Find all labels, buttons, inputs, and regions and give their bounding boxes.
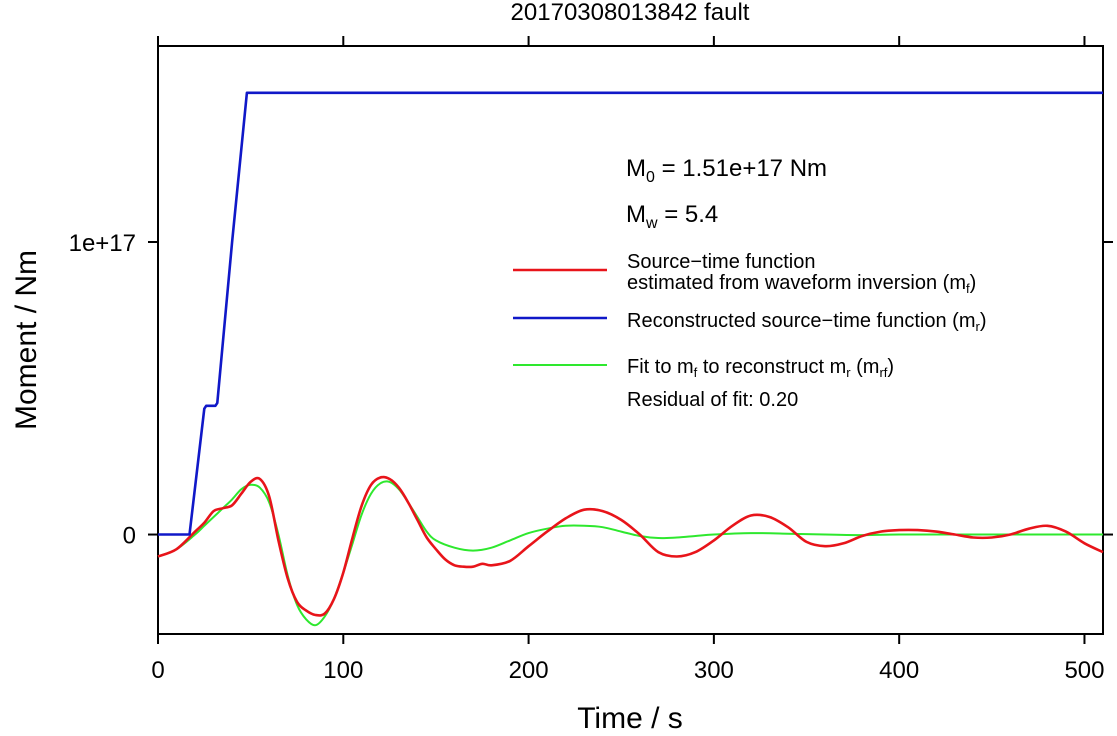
legend: Source−time function estimated from wave… xyxy=(513,251,987,411)
mw-annotation: Mw = 5.4 xyxy=(626,201,718,232)
x-tick-label: 400 xyxy=(879,657,919,684)
legend-label-mf-line1: Source−time function xyxy=(627,251,815,273)
series-line-mr xyxy=(158,91,1103,536)
y-tick-label: 0 xyxy=(123,523,136,550)
y-axis: 0 1e+17 xyxy=(69,230,1113,550)
legend-label-mrf: Fit to mf to reconstruct mr (mrf) xyxy=(627,356,894,380)
x-tick-label: 500 xyxy=(1064,657,1104,684)
plot-frame xyxy=(157,45,1104,635)
legend-label-mr: Reconstructed source−time function (mr) xyxy=(627,310,987,334)
y-tick-label: 1e+17 xyxy=(69,230,136,257)
x-tick-label: 200 xyxy=(509,657,549,684)
x-tick-label: 0 xyxy=(151,657,164,684)
y-axis-label: Moment / Nm xyxy=(10,250,43,430)
series-layer xyxy=(157,91,1104,627)
x-axis-label: Time / s xyxy=(577,702,683,735)
x-axis: 0 100 200 300 400 500 xyxy=(151,36,1104,684)
m0-annotation: M0 = 1.51e+17 Nm xyxy=(626,155,827,186)
x-tick-label: 100 xyxy=(323,657,363,684)
x-tick-label: 300 xyxy=(694,657,734,684)
series-line-mf xyxy=(157,475,1104,617)
legend-label-mf-line2: estimated from waveform inversion (mf) xyxy=(627,272,976,296)
chart-title: 20170308013842 fault xyxy=(511,0,750,26)
residual-annotation: Residual of fit: 0.20 xyxy=(627,389,798,411)
